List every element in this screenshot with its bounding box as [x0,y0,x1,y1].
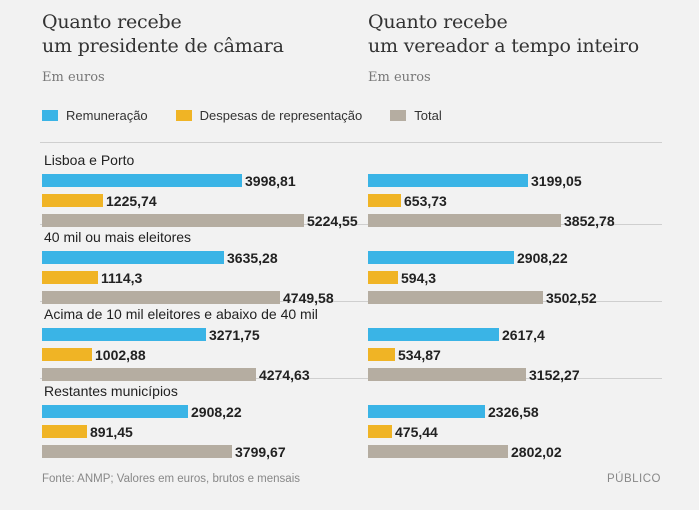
left-panel-title-line1: Quanto recebe [42,11,182,33]
legend-item-total: Total [390,108,442,123]
bar-value-label: 3799,67 [235,444,286,460]
bar-remuneracao [368,328,499,341]
group-label-40mil: 40 mil ou mais eleitores [44,229,192,245]
bar-value-label: 1002,88 [95,347,146,363]
bar-value-label: 1225,74 [106,193,157,209]
legend-label-remuneracao: Remuneração [66,108,148,123]
left-panel-subtitle: Em euros [42,70,105,85]
bar-value-label: 4274,63 [259,367,310,383]
right-panel-title-line1: Quanto recebe [368,11,508,33]
bar-despesas [368,425,392,438]
source-note: Fonte: ANMP; Valores em euros, brutos e … [42,473,301,485]
bar-value-label: 534,87 [398,347,441,363]
bar-remuneracao [42,328,206,341]
legend-label-total: Total [414,108,442,123]
bar-total [42,368,256,381]
bar-total [42,445,232,458]
legend-swatch-total [390,110,407,121]
divider-top [40,142,662,143]
bar-value-label: 5224,55 [307,213,358,229]
bar-remuneracao [368,174,528,187]
bar-remuneracao [42,405,188,418]
bar-despesas [42,348,92,361]
bar-value-label: 2908,22 [517,250,568,266]
left-panel-title-line2: um presidente de câmara [42,35,284,57]
bar-value-label: 3199,05 [531,173,582,189]
bar-value-label: 2908,22 [191,404,242,420]
bar-value-label: 3635,28 [227,250,278,266]
bar-value-label: 653,73 [404,193,447,209]
group-label-restantes: Restantes municípios [44,383,178,399]
right-panel-title: Quanto recebe um vereador a tempo inteir… [368,10,639,58]
bar-value-label: 594,3 [401,270,437,286]
legend-label-despesas: Despesas de representação [199,108,363,123]
bar-value-label: 2617,4 [502,327,545,343]
bar-remuneracao [42,251,224,264]
bar-despesas [368,194,401,207]
divider-2 [40,301,662,302]
bar-remuneracao [368,405,485,418]
bar-despesas [42,194,103,207]
bar-value-label: 3852,78 [564,213,615,229]
left-panel-title: Quanto recebe um presidente de câmara [42,10,284,58]
bar-despesas [368,348,395,361]
legend-swatch-remuneracao [42,110,58,121]
bar-total [368,368,526,381]
right-panel-title-line2: um vereador a tempo inteiro [368,35,639,57]
bar-value-label: 1114,3 [101,270,143,286]
bar-despesas [42,271,98,284]
bar-total [368,291,543,304]
bar-value-label: 2326,58 [488,404,539,420]
bar-value-label: 891,45 [90,424,133,440]
bar-despesas [42,425,87,438]
group-label-lisboa-porto: Lisboa e Porto [44,152,135,168]
bar-total [42,291,280,304]
legend-item-despesas: Despesas de representação [175,108,363,123]
bar-value-label: 3502,52 [546,290,597,306]
bar-value-label: 3152,27 [529,367,580,383]
bar-remuneracao [42,174,242,187]
legend-item-remuneracao: Remuneração [42,108,148,123]
bar-value-label: 4749,58 [283,290,334,306]
bar-remuneracao [368,251,514,264]
bar-despesas [368,271,398,284]
divider-1 [40,224,662,225]
bar-value-label: 2802,02 [511,444,562,460]
bar-total [368,445,508,458]
bar-total [368,214,561,227]
publisher-logo: PÚBLICO [607,473,661,485]
divider-3 [40,378,662,379]
right-panel-subtitle: Em euros [368,70,431,85]
legend: Remuneração Despesas de representação To… [42,108,470,123]
bar-value-label: 3998,81 [245,173,296,189]
legend-swatch-despesas [175,110,192,121]
group-label-10mil-40mil: Acima de 10 mil eleitores e abaixo de 40… [44,306,318,322]
bar-value-label: 3271,75 [209,327,260,343]
bar-value-label: 475,44 [395,424,438,440]
bar-total [42,214,304,227]
